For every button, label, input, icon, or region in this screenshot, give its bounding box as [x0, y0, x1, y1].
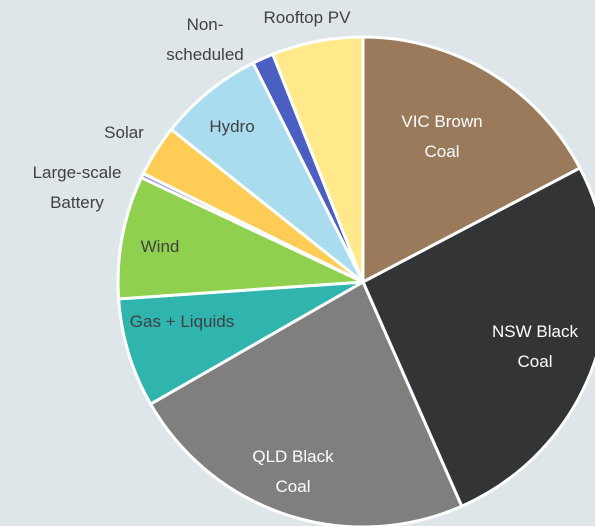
pie-slice — [271, 35, 365, 284]
pie-slice — [149, 280, 464, 526]
pie-slice — [169, 61, 365, 284]
slice-label: Non-scheduled — [166, 15, 244, 64]
pie-slice — [361, 166, 595, 508]
slice-label: VIC Brown Coal — [401, 112, 483, 161]
pie-slice — [116, 176, 365, 301]
slice-label: Solar — [104, 123, 144, 142]
slice-label: Hydro — [209, 117, 255, 136]
slice-label: QLD Black Coal — [252, 447, 334, 496]
slice-label: Rooftop PV — [263, 8, 351, 27]
slice-label: NSW Black Coal — [492, 322, 578, 371]
pie-slice — [361, 35, 582, 284]
slice-label: Large-scale Battery — [32, 163, 122, 212]
slice-label: Gas + Liquids — [129, 312, 235, 331]
pie-slice — [117, 280, 365, 406]
slice-label: Wind — [140, 237, 180, 256]
